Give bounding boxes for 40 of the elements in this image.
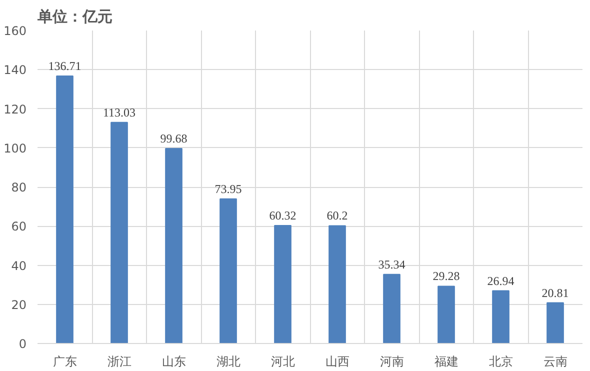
bar [383, 274, 400, 344]
y-tick-label: 160 [4, 24, 26, 38]
bar [274, 225, 292, 344]
y-tick-label: 100 [4, 141, 26, 156]
x-tick-label: 浙江 [107, 354, 132, 368]
x-tick-label: 福建 [434, 354, 458, 368]
x-tick-label: 山西 [325, 354, 350, 368]
data-label: 29.28 [432, 269, 460, 284]
data-label: 26.94 [487, 274, 514, 288]
x-tick-label: 云南 [543, 354, 568, 368]
data-label: 20.81 [542, 286, 569, 300]
y-tick-label: 140 [4, 63, 26, 78]
bar [328, 225, 346, 344]
bar [56, 76, 74, 344]
bar [165, 148, 182, 344]
x-tick-label: 湖北 [216, 354, 240, 368]
y-tick-label: 40 [11, 258, 27, 273]
x-tick-label: 广东 [52, 354, 77, 368]
data-label: 99.68 [160, 132, 188, 146]
x-tick-label: 河北 [270, 354, 295, 368]
bar [438, 286, 455, 344]
bar [220, 198, 237, 344]
y-tick-label: 20 [11, 298, 27, 312]
x-tick-label: 河南 [380, 354, 404, 368]
bar [546, 302, 564, 344]
data-label: 60.32 [269, 208, 296, 222]
y-tick-label: 80 [11, 180, 27, 194]
bar [110, 122, 128, 344]
bar [492, 290, 510, 344]
chart-title: 单位：亿元 [36, 8, 112, 26]
data-label: 136.71 [48, 59, 82, 74]
y-tick-label: 60 [11, 220, 27, 234]
x-tick-label: 山东 [162, 354, 186, 368]
data-label: 113.03 [102, 105, 136, 120]
data-label: 35.34 [378, 257, 406, 272]
x-tick-label: 北京 [488, 354, 513, 368]
data-label: 73.95 [214, 182, 242, 196]
y-tick-label: 120 [4, 102, 26, 116]
y-tick-label: 0 [18, 337, 27, 351]
data-label: 60.2 [326, 208, 348, 223]
